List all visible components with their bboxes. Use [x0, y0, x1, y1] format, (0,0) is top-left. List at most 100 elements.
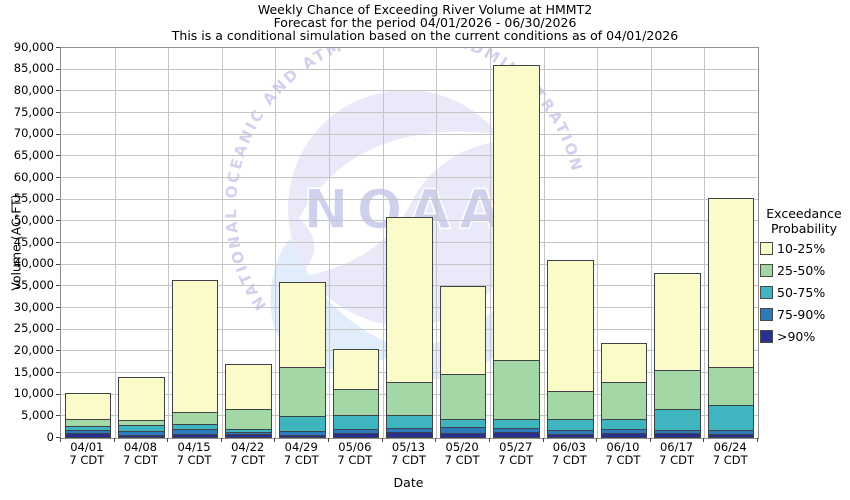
grid-v-line — [114, 48, 116, 438]
y-tick-mark — [56, 372, 60, 373]
x-tick-date: 05/13 — [391, 440, 426, 454]
x-tick-time: 7 CDT — [659, 453, 695, 467]
y-tick-mark — [56, 90, 60, 92]
x-tick-date: 05/20 — [445, 440, 479, 454]
grid-h-line — [61, 90, 758, 92]
y-tick-label: 15,000 — [13, 364, 54, 379]
x-tick-date: 04/08 — [123, 440, 157, 454]
legend-item-label: 75-90% — [777, 307, 826, 322]
x-tick-mark — [274, 438, 276, 442]
x-tick-time: 7 CDT — [498, 453, 534, 467]
y-tick-label: 35,000 — [13, 277, 54, 292]
x-tick-mark — [757, 438, 758, 442]
y-tick-label: 75,000 — [13, 104, 54, 119]
grid-v-line — [650, 48, 652, 438]
y-tick-mark — [56, 220, 60, 222]
y-tick-mark — [56, 437, 60, 438]
x-tick-date: 05/27 — [499, 440, 533, 454]
y-tick-mark — [56, 285, 60, 287]
bar-segment->90% — [64, 433, 112, 438]
y-tick-mark — [56, 307, 60, 308]
x-tick-time: 7 CDT — [712, 453, 748, 467]
legend-item-label: 50-75% — [777, 285, 826, 300]
y-tick-label: 0 — [46, 429, 54, 444]
y-tick-label: 25,000 — [13, 321, 54, 336]
bar-segment->90% — [332, 432, 380, 438]
x-tick-time: 7 CDT — [230, 453, 266, 467]
y-tick-label: 5,000 — [21, 407, 54, 422]
x-tick-time: 7 CDT — [551, 453, 587, 467]
grid-v-line — [168, 48, 170, 438]
grid-v-line — [275, 48, 277, 438]
x-tick-mark — [381, 438, 383, 442]
y-tick-mark — [56, 393, 60, 395]
legend-swatch — [760, 330, 773, 343]
y-tick-mark — [56, 155, 60, 157]
legend-item: >90% — [760, 330, 850, 343]
x-tick-mark — [113, 438, 115, 442]
x-tick-date: 06/17 — [659, 440, 694, 454]
y-tick-label: 90,000 — [13, 39, 54, 54]
legend-item-label: 10-25% — [777, 241, 826, 256]
bar-segment->90% — [171, 433, 219, 438]
x-tick-time: 7 CDT — [176, 453, 212, 467]
y-tick-label: 50,000 — [13, 212, 54, 227]
x-tick-label: 06/03 7 CDT — [543, 441, 597, 467]
x-tick-date: 04/01 — [70, 440, 104, 454]
noaa-gull-icon — [296, 131, 524, 278]
y-tick-mark — [56, 133, 60, 135]
x-tick-time: 7 CDT — [605, 453, 641, 467]
bar-segment->90% — [493, 431, 541, 438]
x-tick-label: 06/10 7 CDT — [596, 441, 650, 467]
y-tick-mark — [56, 198, 60, 200]
y-tick-mark — [56, 47, 60, 48]
legend-item: 75-90% — [760, 308, 850, 321]
legend-items: 10-25% 25-50% 50-75% 75-90% >90% — [758, 242, 850, 343]
x-tick-mark — [488, 438, 490, 442]
legend-item-label: >90% — [777, 329, 816, 344]
y-tick-label: 45,000 — [13, 234, 54, 249]
grid-v-line — [221, 48, 223, 438]
y-tick-mark — [56, 177, 60, 178]
x-tick-mark — [542, 438, 544, 442]
y-tick-label: 30,000 — [13, 299, 54, 314]
x-tick-label: 05/27 7 CDT — [489, 441, 543, 467]
x-tick-mark — [60, 438, 61, 442]
grid-v-line — [704, 48, 706, 438]
x-tick-mark — [703, 438, 705, 442]
bar-segment->90% — [439, 432, 487, 438]
grid-h-line — [61, 177, 758, 178]
bar-segment->90% — [547, 433, 594, 438]
x-tick-label: 04/29 7 CDT — [274, 441, 328, 467]
x-tick-date: 06/24 — [713, 440, 747, 454]
grid-v-line — [597, 48, 599, 438]
y-tick-label: 40,000 — [13, 256, 54, 271]
grid-v-line — [543, 48, 545, 438]
bar-segment->90% — [386, 432, 433, 438]
x-tick-mark — [435, 438, 437, 442]
x-tick-time: 7 CDT — [69, 453, 105, 467]
grid-h-line — [61, 155, 758, 157]
y-tick-mark — [56, 112, 60, 113]
grid-h-line — [61, 112, 758, 113]
bar-segment->90% — [600, 432, 648, 438]
x-tick-label: 04/15 7 CDT — [167, 441, 221, 467]
y-tick-mark — [56, 350, 60, 352]
chart-title-line-3: This is a conditional simulation based o… — [171, 28, 679, 43]
legend-swatch — [760, 286, 773, 299]
bar-segment->90% — [707, 433, 755, 438]
bar-segment->90% — [225, 434, 272, 438]
x-tick-label: 04/22 7 CDT — [221, 441, 275, 467]
y-tick-label: 85,000 — [13, 61, 54, 76]
x-axis-title: Date — [393, 475, 424, 490]
legend: Exceedance Probability 10-25% 25-50% 50-75… — [758, 206, 850, 352]
x-tick-time: 7 CDT — [391, 453, 426, 467]
x-tick-mark — [167, 438, 169, 442]
x-tick-date: 04/29 — [284, 440, 318, 454]
x-tick-date: 05/06 — [338, 440, 372, 454]
bar-segment->90% — [654, 433, 701, 438]
legend-swatch — [760, 242, 773, 255]
y-tick-label: 65,000 — [13, 147, 54, 162]
x-tick-time: 7 CDT — [283, 453, 319, 467]
x-tick-date: 06/10 — [606, 440, 640, 454]
